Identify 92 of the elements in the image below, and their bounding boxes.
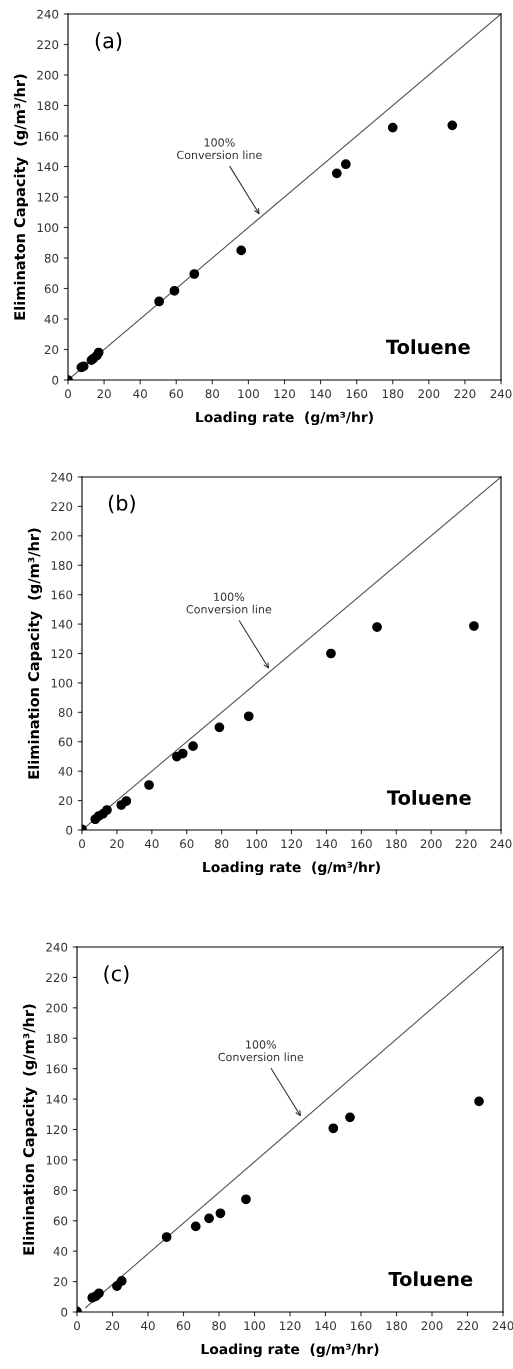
x-tick-label: 200 [418, 389, 440, 399]
y-tick-label: 80 [44, 253, 59, 263]
annotation: 100% Conversion line [218, 1040, 304, 1062]
x-tick-label: 40 [141, 1321, 155, 1331]
y-tick-label: 220 [37, 40, 59, 50]
x-tick-label: 20 [110, 839, 124, 849]
x-tick-label: 100 [244, 1321, 265, 1331]
y-tick-label: 160 [46, 1064, 68, 1074]
x-axis-title: Loading rate (g/m³/hr) [203, 861, 380, 876]
y-tick-label: 100 [51, 678, 73, 688]
x-axis-title: Loading rate (g/m³/hr) [196, 411, 373, 426]
x-tick-label: 80 [214, 839, 229, 849]
x-tick-label: 180 [386, 839, 407, 849]
x-tick-label: 240 [490, 389, 512, 399]
y-tick-label: 100 [46, 1155, 68, 1165]
x-tick-label: 20 [97, 389, 111, 399]
y-axis-title: Eliminaton Capacity (g/m³/hr) [13, 74, 29, 320]
x-tick-label: 220 [454, 389, 476, 399]
annotation: 100% Conversion line [177, 138, 262, 160]
annotation: Toluene [388, 1271, 473, 1287]
y-tick-label: 140 [46, 1094, 68, 1104]
y-tick-label: 180 [46, 1033, 68, 1043]
x-tick-label: 200 [420, 839, 442, 849]
y-tick-label: 200 [37, 70, 59, 80]
x-tick-label: 120 [274, 389, 295, 399]
y-tick-label: 40 [53, 1246, 68, 1256]
y-tick-label: 40 [44, 314, 59, 324]
x-tick-label: 160 [351, 1321, 372, 1331]
x-tick-label: 60 [169, 389, 183, 399]
y-tick-label: 60 [44, 284, 59, 294]
y-tick-label: 220 [51, 502, 73, 512]
annotation: Toluene [386, 790, 471, 806]
y-tick-label: 220 [46, 973, 68, 983]
y-tick-label: 140 [37, 162, 59, 172]
y-tick-label: 60 [58, 737, 73, 747]
y-tick-label: 200 [51, 531, 73, 541]
annotation: 100% Conversion line [186, 592, 272, 614]
x-tick-label: 140 [316, 839, 337, 849]
x-tick-label: 60 [180, 839, 194, 849]
y-tick-label: 80 [53, 1186, 68, 1195]
y-tick-label: 240 [51, 472, 73, 482]
x-tick-label: 160 [346, 389, 368, 399]
y-tick-label: 80 [58, 708, 73, 717]
y-tick-label: 120 [51, 649, 73, 659]
y-axis-title: Elimination Capacity (g/m³/hr) [27, 528, 43, 779]
x-tick-label: 220 [457, 1321, 478, 1331]
y-tick-label: 140 [51, 619, 73, 629]
x-tick-label: 0 [79, 839, 85, 849]
x-tick-label: 120 [280, 1321, 301, 1331]
y-tick-label: 0 [66, 825, 73, 835]
x-tick-label: 160 [351, 839, 372, 849]
y-axis-title: Elimination Capacity (g/m³/hr) [22, 1004, 38, 1255]
x-tick-label: 80 [205, 389, 220, 399]
y-tick-label: 0 [61, 1307, 68, 1317]
y-tick-label: 100 [37, 223, 59, 233]
x-tick-label: 220 [455, 839, 477, 849]
x-tick-label: 80 [212, 1321, 226, 1331]
annotation: (a) [95, 32, 122, 51]
x-tick-label: 240 [490, 839, 512, 849]
x-tick-label: 20 [105, 1321, 120, 1331]
x-tick-label: 100 [238, 389, 259, 399]
x-tick-label: 0 [74, 1321, 80, 1331]
x-tick-label: 40 [144, 839, 159, 849]
y-tick-label: 160 [51, 590, 73, 600]
y-tick-label: 20 [58, 796, 73, 806]
x-tick-label: 180 [386, 1321, 407, 1331]
x-tick-label: 120 [281, 839, 302, 849]
y-tick-label: 120 [37, 192, 59, 202]
x-tick-label: 60 [176, 1321, 191, 1331]
y-tick-label: 60 [53, 1216, 68, 1226]
y-tick-label: 20 [53, 1277, 68, 1287]
y-tick-label: 180 [51, 560, 73, 570]
y-tick-label: 200 [46, 1003, 68, 1013]
x-tick-label: 140 [310, 389, 332, 399]
y-tick-label: 180 [37, 101, 59, 111]
annotation: (b) [108, 494, 135, 514]
annotation: Toluene [386, 339, 470, 355]
x-tick-label: 100 [246, 839, 268, 849]
y-tick-label: 120 [46, 1125, 68, 1135]
y-tick-label: 160 [37, 131, 59, 141]
x-tick-label: 140 [315, 1321, 336, 1331]
x-tick-label: 240 [492, 1321, 513, 1331]
x-tick-label: 200 [421, 1321, 443, 1331]
y-tick-label: 240 [37, 9, 59, 19]
x-axis-title: Loading rate (g/m³/hr) [201, 1343, 379, 1358]
y-tick-label: 0 [52, 375, 59, 385]
y-tick-label: 40 [58, 766, 73, 776]
x-tick-label: 180 [382, 389, 404, 399]
x-tick-label: 40 [133, 389, 147, 399]
y-tick-label: 20 [44, 345, 59, 355]
annotation: (c) [104, 965, 129, 984]
y-tick-label: 240 [46, 942, 68, 952]
